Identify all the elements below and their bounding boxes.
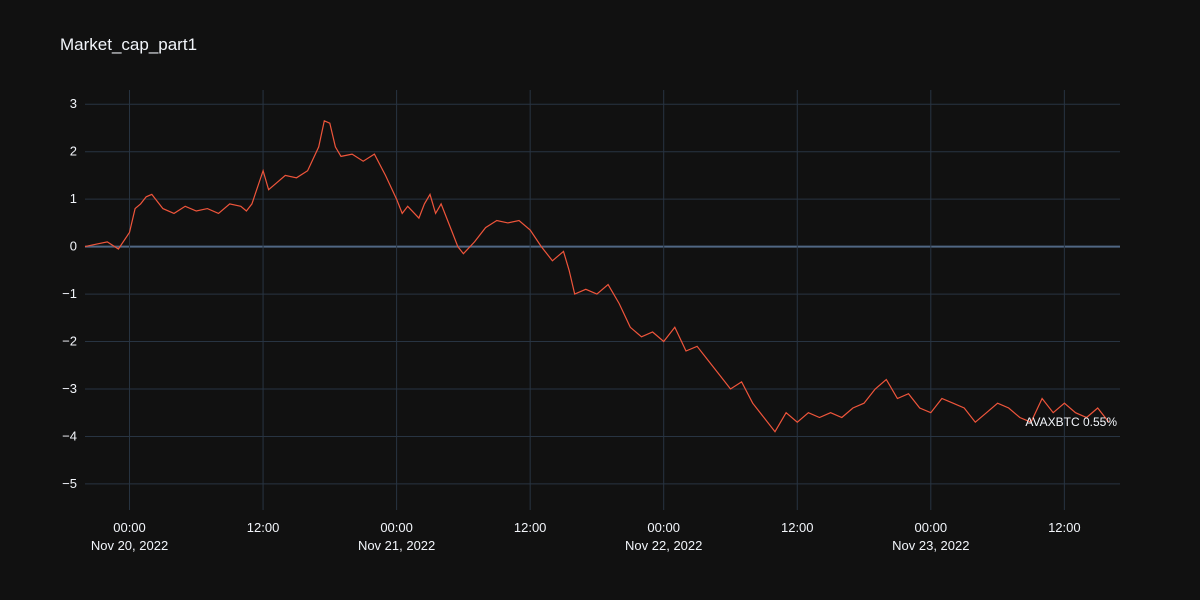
x-tick-label: 12:00 xyxy=(514,520,547,535)
y-tick-label: −1 xyxy=(62,286,77,301)
x-tick-date-label: Nov 22, 2022 xyxy=(625,538,702,553)
y-tick-label: 3 xyxy=(70,96,77,111)
y-tick-label: 1 xyxy=(70,191,77,206)
x-tick-date-label: Nov 20, 2022 xyxy=(91,538,168,553)
y-tick-label: −4 xyxy=(62,428,77,443)
series-lines xyxy=(84,119,1110,433)
x-tick-label: 00:00 xyxy=(647,520,680,535)
x-tick-label: 00:00 xyxy=(113,520,146,535)
series-end-labels: AVAXBTC 0.55% xyxy=(1025,415,1117,429)
x-tick-label: 00:00 xyxy=(915,520,948,535)
grid xyxy=(85,90,1120,510)
x-tick-date-label: Nov 21, 2022 xyxy=(358,538,435,553)
chart-title: Market_cap_part1 xyxy=(60,35,197,54)
y-tick-label: −2 xyxy=(62,334,77,349)
series-line-avaxbtc xyxy=(84,119,1110,433)
y-tick-label: 0 xyxy=(70,239,77,254)
x-tick-label: 00:00 xyxy=(380,520,413,535)
x-tick-label: 12:00 xyxy=(781,520,814,535)
y-tick-label: −5 xyxy=(62,476,77,491)
x-axis-ticks: 00:00 Nov 20, 2022 12:00 00:00 Nov 21, 2022 1… xyxy=(91,520,1081,553)
x-tick-date-label: Nov 23, 2022 xyxy=(892,538,969,553)
y-tick-label: −3 xyxy=(62,381,77,396)
y-tick-label: 2 xyxy=(70,144,77,159)
x-tick-label: 12:00 xyxy=(1048,520,1081,535)
y-axis-ticks: 3 2 1 0 −1 −2 −3 −4 −5 xyxy=(62,96,77,491)
x-tick-label: 12:00 xyxy=(247,520,280,535)
series-end-label-avaxbtc: AVAXBTC 0.55% xyxy=(1025,415,1117,429)
